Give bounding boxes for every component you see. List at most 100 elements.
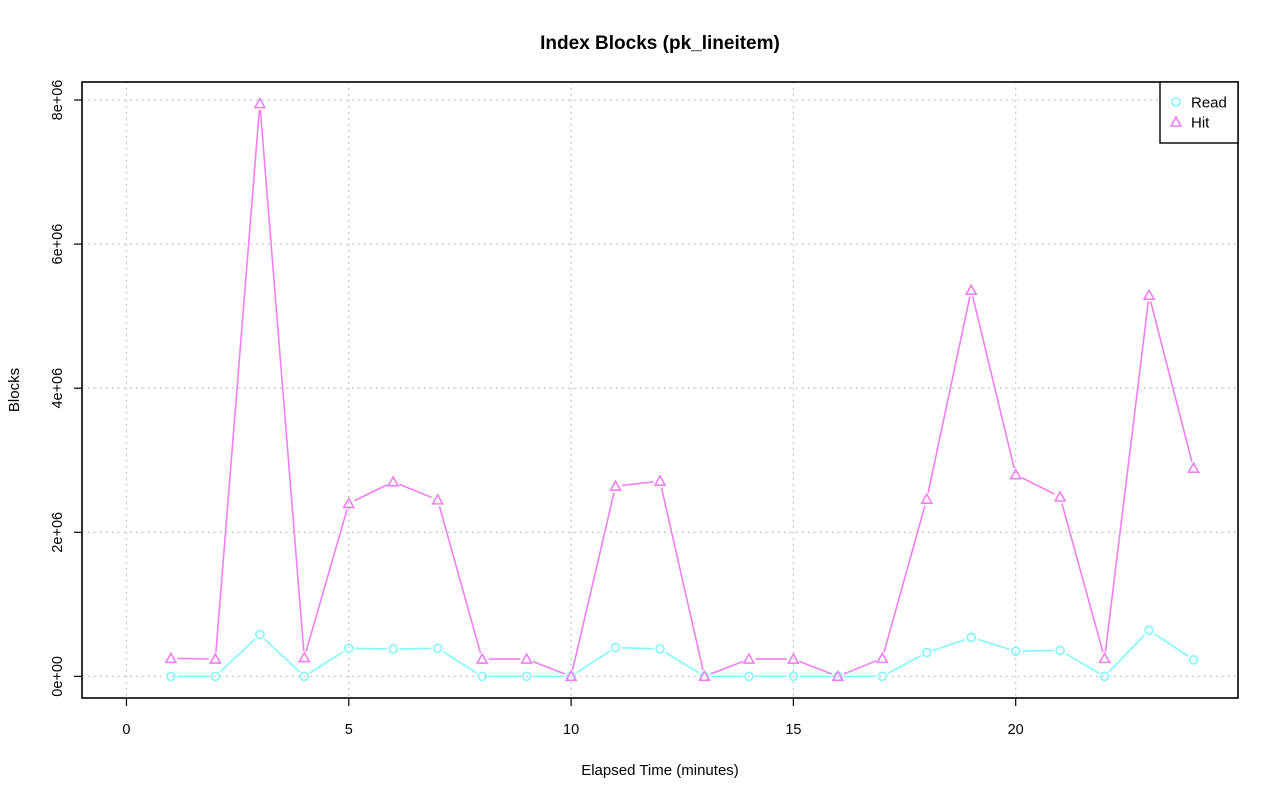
series-read-segment-16 [887, 654, 922, 675]
series-hit-point-16 [875, 651, 889, 664]
legend-label-read: Read [1191, 95, 1227, 112]
series-hit-point-0 [164, 651, 178, 664]
series-read-segment-19 [1022, 649, 1054, 652]
x-axis: 0 5 10 15 20 [122, 698, 1024, 738]
series-read-point-13 [744, 671, 754, 682]
series-hit-segment-12 [710, 660, 744, 675]
series-hit-segment-16 [883, 505, 926, 653]
series-hit-point-6 [431, 493, 445, 505]
series-hit-point-17 [920, 492, 934, 504]
series-read-point-21 [1099, 671, 1110, 682]
series-read-point-23 [1188, 655, 1199, 665]
series-read-point-8 [521, 671, 532, 682]
series-read-segment-5 [399, 647, 432, 650]
series-read-point-1 [210, 671, 221, 682]
series-hit-point-1 [209, 652, 222, 664]
series-hit-point-10 [609, 479, 622, 491]
series-hit-point-13 [742, 652, 756, 664]
series-read-segment-6 [442, 651, 478, 674]
series-read-point-10 [610, 642, 621, 653]
series-read-segment-22 [1154, 633, 1189, 657]
series-read-segment-3 [309, 651, 344, 674]
x-tick-label-3: 15 [785, 722, 801, 738]
series-hit-point-3 [297, 651, 311, 663]
legend-marker-hit [1169, 115, 1183, 127]
y-tick-label-3: 6e+06 [50, 224, 66, 265]
series-read-point-17 [921, 647, 932, 658]
series-read-point-6 [432, 643, 443, 654]
series-hit-segment-8 [532, 660, 566, 675]
series-hit-segment-20 [1061, 503, 1104, 653]
series-hit-point-12 [698, 669, 711, 682]
x-tick-label-0: 0 [122, 722, 130, 738]
y-tick-label-1: 2e+06 [50, 512, 66, 553]
series-hit-segment-17 [927, 296, 971, 493]
series-hit-point-18 [964, 283, 978, 296]
x-tick-label-1: 5 [345, 722, 353, 738]
y-tick-label-2: 4e+06 [50, 368, 66, 409]
series-read-point-18 [966, 632, 977, 643]
series-read-segment-2 [264, 638, 301, 673]
legend-marker-read [1171, 97, 1181, 107]
series-read-segment-17 [932, 638, 966, 652]
y-tick-label-0: 0e+00 [50, 656, 66, 697]
series-hit-segment-0 [177, 657, 209, 660]
series-read-point-5 [388, 644, 399, 654]
legend-box [1159, 81, 1239, 144]
series-hit-segment-15 [843, 660, 877, 675]
series-read-segment-1 [219, 638, 256, 673]
legend: Read Hit [1159, 81, 1239, 144]
series-hit-segment-22 [1149, 301, 1193, 463]
series-hit-point-21 [1098, 651, 1111, 664]
series-hit-segment-2 [259, 110, 305, 652]
series-read-segment-10 [622, 646, 654, 650]
series-hit-point-15 [831, 669, 845, 682]
series-hit-point-7 [475, 652, 489, 664]
series-read [166, 625, 1199, 682]
series-hit-segment-14 [799, 660, 833, 675]
series-hit-point-4 [342, 496, 356, 509]
series-hit-point-19 [1009, 468, 1023, 480]
series-read-point-3 [299, 671, 310, 682]
series-read-point-16 [877, 671, 888, 682]
series-hit-point-23 [1187, 461, 1200, 473]
series-hit-point-20 [1053, 490, 1067, 502]
series-read-point-22 [1144, 625, 1154, 636]
y-tick-label-4: 8e+06 [50, 80, 66, 121]
series-hit-point-5 [386, 475, 400, 487]
series-hit-segment-11 [660, 487, 704, 671]
series-hit-segment-1 [215, 110, 261, 653]
x-tick-label-2: 10 [563, 722, 579, 738]
series-read-point-19 [1010, 646, 1021, 656]
series-hit-segment-5 [398, 483, 432, 499]
x-tick-label-4: 20 [1008, 722, 1024, 738]
series-hit-point-11 [653, 474, 667, 486]
series-hit-segment-18 [971, 296, 1015, 469]
series-hit-segment-21 [1104, 301, 1150, 653]
series-hit-segment-9 [571, 492, 615, 671]
series-read-segment-4 [355, 647, 387, 650]
series-read-point-11 [655, 644, 665, 654]
series-hit [164, 96, 1200, 682]
series-read-point-4 [343, 643, 354, 654]
series-read-point-14 [788, 671, 799, 682]
series-hit-segment-3 [305, 509, 348, 652]
series-layer [164, 96, 1200, 682]
x-axis-label: Elapsed Time (minutes) [581, 762, 739, 779]
series-read-segment-9 [576, 650, 611, 674]
series-hit-point-2 [253, 96, 267, 109]
series-hit-segment-4 [354, 483, 388, 502]
series-read-segment-20 [1065, 653, 1100, 674]
series-hit-segment-10 [621, 481, 654, 487]
y-axis-label: Blocks [6, 368, 23, 412]
series-hit-point-14 [787, 652, 800, 664]
grid [82, 82, 1238, 698]
series-hit-point-8 [520, 652, 533, 664]
series-read-point-2 [255, 629, 265, 640]
series-read-segment-11 [665, 651, 700, 674]
series-hit-point-22 [1142, 288, 1156, 301]
series-read-point-0 [166, 671, 176, 682]
series-hit-segment-19 [1021, 476, 1055, 495]
legend-label-hit: Hit [1191, 115, 1210, 132]
